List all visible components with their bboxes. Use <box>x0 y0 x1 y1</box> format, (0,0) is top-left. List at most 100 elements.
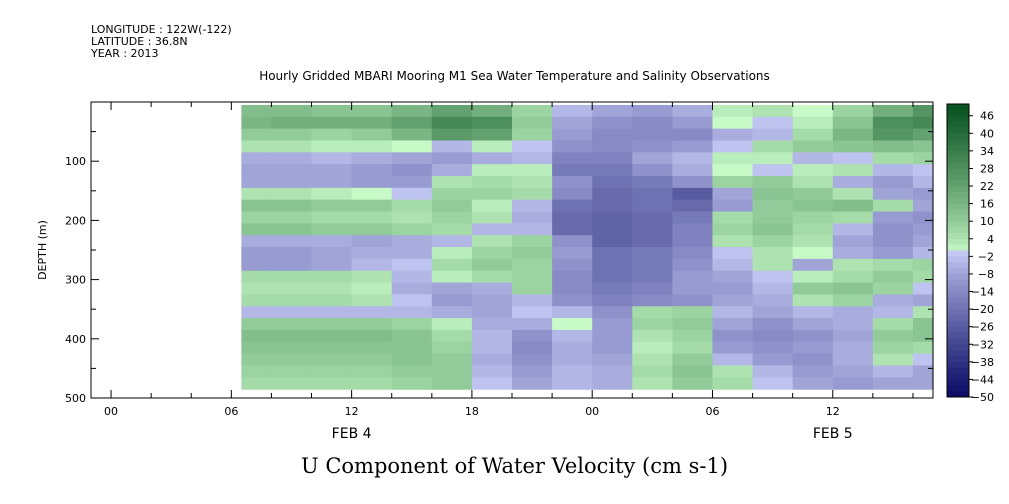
heatmap-cell <box>872 318 914 331</box>
heatmap-cell <box>872 176 914 189</box>
heatmap-cell <box>832 140 874 153</box>
heatmap-cell <box>632 128 673 142</box>
heatmap-cell <box>311 128 353 142</box>
heatmap-cell <box>712 104 754 118</box>
heatmap-cell <box>351 140 393 153</box>
heatmap-cell <box>471 104 513 118</box>
y-tick-label: 300 <box>65 274 86 287</box>
heatmap-cell <box>391 377 433 390</box>
heatmap-cell <box>241 306 273 319</box>
heatmap-cell <box>672 199 714 213</box>
heatmap-cell <box>672 365 714 378</box>
heatmap-cell <box>552 353 593 367</box>
heatmap-cell <box>832 164 874 177</box>
heatmap-cell <box>632 306 673 319</box>
heatmap-cell <box>351 199 393 213</box>
heatmap-cell <box>552 306 593 319</box>
heatmap-cell <box>912 353 934 367</box>
heatmap-cell <box>241 235 273 248</box>
heatmap-cell <box>712 329 754 343</box>
heatmap-cell <box>351 282 393 295</box>
heatmap-cell <box>632 341 673 355</box>
heatmap-cell <box>712 128 754 142</box>
heatmap-cell <box>512 294 553 307</box>
heatmap-cell <box>752 282 794 295</box>
heatmap-cell <box>552 211 593 224</box>
heatmap-cell <box>832 294 874 307</box>
heatmap-cell <box>241 211 273 224</box>
heatmap-cell <box>391 199 433 213</box>
heatmap-cell <box>712 365 754 378</box>
heatmap-cell <box>672 164 714 177</box>
heatmap-cell <box>271 116 313 130</box>
heatmap-cell <box>832 235 874 248</box>
colorbar-segment <box>947 268 969 275</box>
heatmap-cell <box>552 282 593 295</box>
heatmap-cell <box>431 306 473 319</box>
colorbar-segment <box>947 273 969 281</box>
colorbar-segment <box>947 133 969 140</box>
date-label: FEB 5 <box>813 426 853 442</box>
heatmap-cell <box>241 104 273 118</box>
heatmap-cell <box>712 116 754 130</box>
colorbar-segment <box>947 156 969 164</box>
heatmap-cell <box>241 377 273 390</box>
heatmap-cell <box>512 199 553 213</box>
colorbar-label: −20 <box>971 303 994 316</box>
heatmap-cell <box>912 247 934 260</box>
heatmap-cell <box>471 353 513 367</box>
heatmap-cell <box>471 211 513 224</box>
colorbar-segment <box>947 139 969 146</box>
heatmap-cell <box>391 365 433 378</box>
latitude-label: LATITUDE : 36.8N <box>91 35 188 48</box>
heatmap-cell <box>712 247 754 260</box>
heatmap-cell <box>391 128 433 142</box>
colorbar-segment <box>947 320 969 328</box>
heatmap-cell <box>431 140 473 153</box>
heatmap-cell <box>351 164 393 177</box>
heatmap-cell <box>431 282 473 295</box>
heatmap-cell <box>391 235 433 248</box>
heatmap-cell <box>872 353 914 367</box>
heatmap-cell <box>792 104 834 118</box>
heatmap-cell <box>912 235 934 248</box>
heatmap-cell <box>872 104 914 118</box>
heatmap-cell <box>832 318 874 331</box>
heatmap-cell <box>471 164 513 177</box>
heatmap-cell <box>592 318 633 331</box>
heatmap-cell <box>632 270 673 284</box>
heatmap-cell <box>471 318 513 331</box>
heatmap-cell <box>912 329 934 343</box>
colorbar-segment <box>947 150 969 158</box>
heatmap-cell <box>832 116 874 130</box>
heatmap-cell <box>912 270 934 284</box>
heatmap-cell <box>632 164 673 177</box>
heatmap-cell <box>592 140 633 153</box>
heatmap-cell <box>391 270 433 284</box>
heatmap-cell <box>271 211 313 224</box>
heatmap-cell <box>431 258 473 272</box>
colorbar-label: 16 <box>980 198 994 211</box>
colorbar-label: −2 <box>978 250 994 263</box>
heatmap-cell <box>351 223 393 236</box>
colorbar-segment <box>947 244 969 251</box>
heatmap-cell <box>271 176 313 189</box>
heatmap-cell <box>752 140 794 153</box>
heatmap-cell <box>912 164 934 177</box>
heatmap-cell <box>912 128 934 142</box>
heatmap-cell <box>832 270 874 284</box>
heatmap-cell <box>592 282 633 295</box>
heatmap-cell <box>712 187 754 201</box>
heatmap-cell <box>241 353 273 367</box>
heatmap-cell <box>792 199 834 213</box>
heatmap-cell <box>752 164 794 177</box>
heatmap-cell <box>752 365 794 378</box>
heatmap-cell <box>311 329 353 343</box>
heatmap-cell <box>672 282 714 295</box>
heatmap-cell <box>431 211 473 224</box>
heatmap-cell <box>912 318 934 331</box>
heatmap-cell <box>552 294 593 307</box>
heatmap-cell <box>912 176 934 189</box>
heatmap-cell <box>351 258 393 272</box>
heatmap-cell <box>792 294 834 307</box>
